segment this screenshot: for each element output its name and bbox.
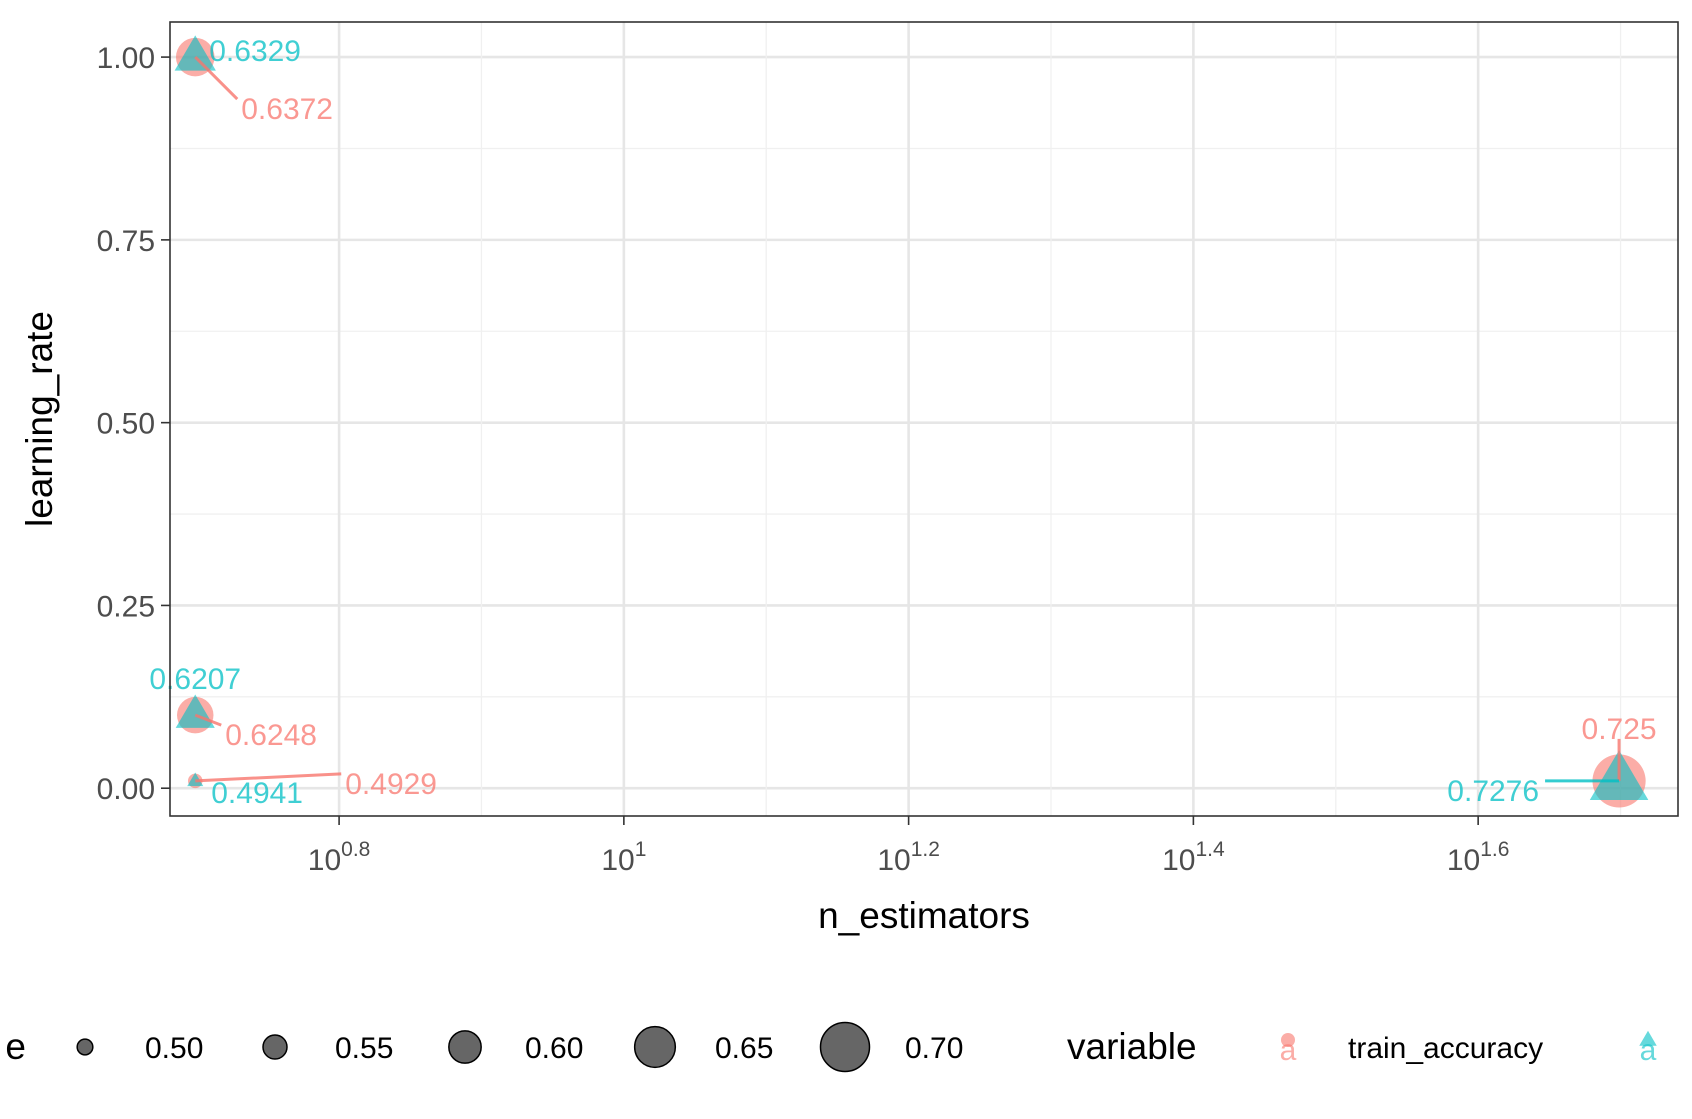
size-legend-label: 0.60 [525,1032,583,1065]
y-tick-label: 0.50 [97,408,155,441]
x-tick-label: 101.4 [1162,838,1225,877]
color-legend-key-triangle [1639,1030,1657,1046]
size-legend-label: 0.50 [145,1032,203,1065]
size-legend-label: 0.70 [905,1032,963,1065]
x-tick-label: 101 [601,838,646,877]
x-tick-label: 101.2 [877,838,940,877]
triangle-point [187,772,204,787]
size-legend-key [448,1030,482,1064]
size-legend-key [819,1021,871,1073]
point-value-label: 0.4929 [345,768,437,801]
color-legend-keys: a train_accuracy a [1280,1030,1657,1067]
size-legend-keys: 0.50 0.55 0.60 0.65 0.70 [76,1021,963,1073]
color-legend-key-glyph: a [1280,1034,1297,1067]
y-tick-label: 0.25 [97,590,155,623]
color-legend-title: variable [1067,1026,1197,1067]
axis-layer: 0.00 0.25 0.50 0.75 1.00 100.8 101 101.2 101.4 10… [97,42,1510,877]
x-axis-title: n_estimators [818,895,1030,936]
point-value-label: 0.6207 [149,663,241,696]
plot-panel-border [169,21,1679,817]
size-legend-title: e [5,1026,26,1067]
y-tick-label: 0.75 [97,225,155,258]
x-tick-label: 101.6 [1447,838,1510,877]
color-legend-key-glyph: a [1640,1034,1657,1067]
y-axis-title: learning_rate [19,311,60,527]
point-value-label: 0.4941 [211,777,303,810]
point-value-label: 0.725 [1582,713,1657,746]
y-tick-label: 0.00 [97,773,155,806]
triangle-point [174,35,216,71]
point-label-layer: 0.6372 0.6248 0.4929 0.725 0.6329 0.6207 0.494… [149,35,1656,810]
label-leader-line [194,56,239,101]
point-value-label: 0.6329 [209,35,301,68]
legend: e 0.50 0.55 0.60 0.65 0.70 variable a train_a… [5,1021,1657,1073]
size-legend-key [633,1025,677,1069]
point-value-label: 0.6372 [241,93,333,126]
color-legend-key-circle [1281,1033,1295,1047]
size-legend-key [262,1034,288,1060]
color-legend-label: train_accuracy [1348,1032,1543,1065]
label-leader-line [194,713,222,727]
point-value-label: 0.7276 [1447,775,1539,808]
grid-layer [170,22,1678,816]
size-legend-label: 0.65 [715,1032,773,1065]
size-legend-key [76,1038,94,1056]
plot-background [170,22,1678,816]
label-leader-line [195,772,342,783]
size-legend-label: 0.55 [335,1032,393,1065]
point-value-label: 0.6248 [225,719,317,752]
x-tick-label: 100.8 [308,838,371,877]
y-tick-label: 1.00 [97,42,155,75]
